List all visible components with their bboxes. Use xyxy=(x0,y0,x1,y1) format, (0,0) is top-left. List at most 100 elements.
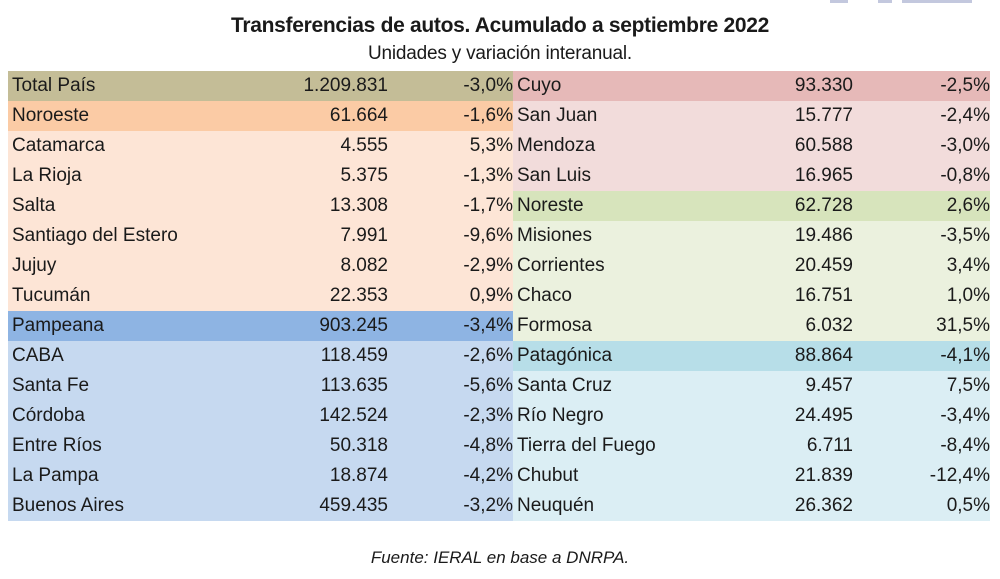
table-row: Noreste 62.728 2,6% xyxy=(513,191,990,221)
table-row: Buenos Aires 459.435 -3,2% xyxy=(8,491,513,521)
variation-cell: 2,6% xyxy=(946,195,990,216)
units-cell: 16.751 xyxy=(794,285,853,306)
variation-cell: -3,4% xyxy=(463,315,513,336)
page-subtitle: Unidades y variación interanual. xyxy=(368,43,632,64)
units-cell: 50.318 xyxy=(329,435,388,456)
table-row: Tucumán 22.353 0,9% xyxy=(8,281,513,311)
variation-cell: -4,8% xyxy=(463,435,513,456)
region-name-cell: Chaco xyxy=(517,285,572,306)
units-cell: 24.495 xyxy=(794,405,853,426)
region-name-cell: La Pampa xyxy=(12,465,99,486)
region-name-cell: Entre Ríos xyxy=(12,435,102,456)
region-name-cell: Chubut xyxy=(517,465,579,486)
variation-cell: 0,9% xyxy=(469,285,513,306)
units-cell: 18.874 xyxy=(329,465,388,486)
units-cell: 15.777 xyxy=(794,105,853,126)
table-row: Entre Ríos 50.318 -4,8% xyxy=(8,431,513,461)
region-name-cell: Santiago del Estero xyxy=(12,225,178,246)
table-row: CABA 118.459 -2,6% xyxy=(8,341,513,371)
units-cell: 142.524 xyxy=(319,405,388,426)
region-name-cell: Corrientes xyxy=(517,255,605,276)
transfers-table: Total País 1.209.831 -3,0% Noroeste 61.664 -1… xyxy=(8,71,990,521)
units-cell: 16.965 xyxy=(794,165,853,186)
variation-cell: -12,4% xyxy=(929,465,990,486)
table-row: La Rioja 5.375 -1,3% xyxy=(8,161,513,191)
variation-cell: -2,6% xyxy=(463,345,513,366)
variation-cell: 3,4% xyxy=(946,255,990,276)
table-row: Santa Cruz 9.457 7,5% xyxy=(513,371,990,401)
region-name-cell: Córdoba xyxy=(12,405,85,426)
variation-cell: -5,6% xyxy=(463,375,513,396)
region-name-cell: Buenos Aires xyxy=(12,495,124,516)
units-cell: 22.353 xyxy=(329,285,388,306)
units-cell: 61.664 xyxy=(329,105,388,126)
units-cell: 8.082 xyxy=(340,255,388,276)
units-cell: 1.209.831 xyxy=(303,75,388,96)
table-row: Mendoza 60.588 -3,0% xyxy=(513,131,990,161)
region-name-cell: Patagónica xyxy=(517,345,613,366)
variation-cell: -3,0% xyxy=(940,135,990,156)
table-row: Patagónica 88.864 -4,1% xyxy=(513,341,990,371)
units-cell: 19.486 xyxy=(794,225,853,246)
table-row: Cuyo 93.330 -2,5% xyxy=(513,71,990,101)
variation-cell: -3,5% xyxy=(940,225,990,246)
units-cell: 88.864 xyxy=(794,345,853,366)
region-name-cell: Salta xyxy=(12,195,56,216)
units-cell: 60.588 xyxy=(794,135,853,156)
variation-cell: -1,3% xyxy=(463,165,513,186)
units-cell: 459.435 xyxy=(319,495,388,516)
region-name-cell: Tucumán xyxy=(12,285,91,306)
table-row: Salta 13.308 -1,7% xyxy=(8,191,513,221)
variation-cell: -9,6% xyxy=(463,225,513,246)
region-name-cell: Noreste xyxy=(517,195,584,216)
variation-cell: -3,2% xyxy=(463,495,513,516)
variation-cell: 0,5% xyxy=(946,495,990,516)
units-cell: 118.459 xyxy=(320,345,388,366)
variation-cell: -0,8% xyxy=(940,165,990,186)
region-name-cell: La Rioja xyxy=(12,165,82,186)
units-cell: 6.032 xyxy=(805,315,853,336)
units-cell: 113.635 xyxy=(320,375,388,396)
region-name-cell: Santa Fe xyxy=(12,375,90,396)
units-cell: 7.991 xyxy=(340,225,388,246)
table-row: San Juan 15.777 -2,4% xyxy=(513,101,990,131)
units-cell: 13.308 xyxy=(329,195,388,216)
table-row: Misiones 19.486 -3,5% xyxy=(513,221,990,251)
variation-cell: 31,5% xyxy=(936,315,990,336)
table-row: Catamarca 4.555 5,3% xyxy=(8,131,513,161)
variation-cell: 1,0% xyxy=(946,285,990,306)
variation-cell: 7,5% xyxy=(946,375,990,396)
table-row: Santiago del Estero 7.991 -9,6% xyxy=(8,221,513,251)
variation-cell: -8,4% xyxy=(940,435,990,456)
variation-cell: -1,7% xyxy=(463,195,513,216)
region-name-cell: Cuyo xyxy=(517,75,562,96)
table-row: Chubut 21.839 -12,4% xyxy=(513,461,990,491)
region-name-cell: Pampeana xyxy=(12,315,104,336)
table-row: Río Negro 24.495 -3,4% xyxy=(513,401,990,431)
units-cell: 6.711 xyxy=(806,435,853,456)
variation-cell: 5,3% xyxy=(469,135,513,156)
variation-cell: -1,6% xyxy=(463,105,513,126)
table-right-column: Cuyo 93.330 -2,5% San Juan 15.777 -2,4% Mendoz… xyxy=(513,71,990,521)
table-row: Noroeste 61.664 -1,6% xyxy=(8,101,513,131)
region-name-cell: Misiones xyxy=(517,225,592,246)
table-row: Corrientes 20.459 3,4% xyxy=(513,251,990,281)
region-name-cell: Río Negro xyxy=(517,405,604,426)
table-row: Pampeana 903.245 -3,4% xyxy=(8,311,513,341)
variation-cell: -2,4% xyxy=(940,105,990,126)
table-row: Santa Fe 113.635 -5,6% xyxy=(8,371,513,401)
variation-cell: -2,5% xyxy=(940,75,990,96)
units-cell: 21.839 xyxy=(794,465,853,486)
table-row: La Pampa 18.874 -4,2% xyxy=(8,461,513,491)
logo-fragment xyxy=(830,0,990,6)
table-row: Jujuy 8.082 -2,9% xyxy=(8,251,513,281)
variation-cell: -2,9% xyxy=(463,255,513,276)
variation-cell: -4,2% xyxy=(463,465,513,486)
page-title: Transferencias de autos. Acumulado a sep… xyxy=(230,14,769,37)
table-row: Chaco 16.751 1,0% xyxy=(513,281,990,311)
units-cell: 5.375 xyxy=(340,165,388,186)
variation-cell: -3,0% xyxy=(463,75,513,96)
table-left-column: Total País 1.209.831 -3,0% Noroeste 61.664 -1… xyxy=(8,71,513,521)
units-cell: 903.245 xyxy=(319,315,388,336)
table-row: Córdoba 142.524 -2,3% xyxy=(8,401,513,431)
